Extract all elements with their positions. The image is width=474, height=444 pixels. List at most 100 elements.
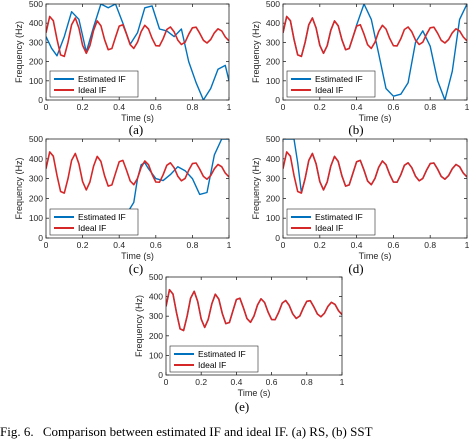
- x-tick-label: 0.8: [186, 102, 198, 112]
- panel-label-d: (d): [348, 261, 364, 276]
- y-tick-label: 300: [29, 37, 43, 47]
- legend-label: Ideal IF: [78, 223, 106, 233]
- legend-box: [286, 208, 376, 236]
- y-tick-label: 100: [149, 350, 163, 360]
- axes-frame: [282, 3, 468, 101]
- y-axis-label: Frequency (Hz): [14, 157, 24, 219]
- y-tick-label: 200: [266, 193, 280, 203]
- y-tick-label: 0: [38, 95, 43, 105]
- axes-frame: [165, 276, 343, 376]
- y-tick-label: 200: [29, 57, 43, 67]
- y-axis-label: Frequency (Hz): [134, 295, 144, 357]
- x-tick-label: 0.2: [314, 240, 326, 250]
- x-tick-label: 0.4: [113, 102, 125, 112]
- ideal-if-line: [46, 15, 229, 58]
- x-tick-label: 0: [281, 102, 286, 112]
- y-tick-label: 100: [29, 213, 43, 223]
- panel-label-e: (e): [234, 399, 250, 414]
- legend-label: Ideal IF: [198, 360, 226, 370]
- y-tick-label: 400: [29, 154, 43, 164]
- x-tick-label: 0.2: [314, 102, 326, 112]
- y-tick-label: 0: [38, 233, 43, 243]
- y-tick-label: 300: [29, 174, 43, 184]
- panel-b: 0 0.2 0.4 0.6 0.8 1 0 100 200 300 400 500 Time (s) Fr…: [251, 0, 470, 123]
- panel-c: 0 0.2 0.4 0.6 0.8 1 0 100 200 300 400 500 Time (s) Fr…: [14, 134, 232, 261]
- x-tick-label: 1: [465, 240, 470, 250]
- x-tick-label: 0: [44, 102, 49, 112]
- y-tick-label: 100: [266, 76, 280, 86]
- y-tick-label: 0: [275, 233, 280, 243]
- x-tick-label: 0.8: [301, 377, 313, 387]
- x-tick-label: 0.4: [113, 240, 125, 250]
- legend-box: [286, 70, 376, 98]
- y-tick-label: 300: [149, 311, 163, 321]
- legend-box: [169, 345, 259, 373]
- estimated-if-line: [118, 139, 229, 219]
- x-axis-label: Time (s): [359, 251, 392, 261]
- y-tick-label: 300: [266, 174, 280, 184]
- legend-label: Ideal IF: [315, 223, 343, 233]
- y-tick-label: 400: [266, 154, 280, 164]
- y-tick-label: 500: [266, 134, 280, 144]
- y-tick-label: 100: [29, 76, 43, 86]
- estimated-if-line: [283, 139, 467, 194]
- x-tick-label: 0.6: [150, 102, 162, 112]
- y-tick-label: 500: [29, 134, 43, 144]
- panel-label-c: (c): [128, 261, 144, 276]
- x-axis-label: Time (s): [121, 251, 154, 261]
- x-tick-label: 0.4: [230, 377, 242, 387]
- y-tick-label: 500: [266, 0, 280, 9]
- x-tick-label: 0: [164, 377, 169, 387]
- legend-label: Ideal IF: [315, 85, 343, 95]
- legend-label: Ideal IF: [78, 85, 106, 95]
- x-tick-label: 0.2: [195, 377, 207, 387]
- y-tick-label: 100: [266, 213, 280, 223]
- ideal-if-line: [283, 151, 467, 194]
- legend-label: Estimated IF: [198, 349, 246, 359]
- panel-label-b: (b): [348, 122, 364, 137]
- y-tick-label: 400: [29, 18, 43, 28]
- x-tick-label: 1: [227, 102, 232, 112]
- x-axis-label: Time (s): [121, 113, 154, 123]
- y-axis-label: Frequency (Hz): [251, 21, 261, 83]
- x-tick-label: 0.8: [186, 240, 198, 250]
- legend-label: Estimated IF: [315, 74, 363, 84]
- x-tick-label: 0.4: [351, 240, 363, 250]
- caption-text: Comparison between estimated IF and idea…: [42, 424, 373, 439]
- x-tick-label: 1: [227, 240, 232, 250]
- y-tick-label: 300: [266, 37, 280, 47]
- y-tick-label: 500: [149, 272, 163, 282]
- x-tick-label: 1: [465, 102, 470, 112]
- figure-caption: Fig. 6. Comparison between estimated IF …: [0, 424, 474, 440]
- ideal-if-line: [46, 151, 229, 194]
- legend-box: [49, 70, 139, 98]
- y-axis-label: Frequency (Hz): [14, 21, 24, 83]
- legend-box: [49, 208, 139, 236]
- y-tick-label: 200: [29, 193, 43, 203]
- legend-label: Estimated IF: [78, 74, 126, 84]
- ideal-if-line: [166, 288, 342, 332]
- axes-frame: [45, 3, 230, 101]
- x-axis-label: Time (s): [238, 388, 271, 398]
- panel-e: 0 0.2 0.4 0.6 0.8 1 0 100 200 300 400 500 Time (s) Fr…: [134, 272, 345, 398]
- x-tick-label: 0: [281, 240, 286, 250]
- ideal-if-line: [283, 15, 467, 58]
- x-tick-label: 0.6: [266, 377, 278, 387]
- panel-a: 0 0.2 0.4 0.6 0.8 1 0 100 200 300 400 500 Time (s) Fr…: [14, 0, 232, 123]
- panel-d: 0 0.2 0.4 0.6 0.8 1 0 100 200 300 400 500 Time (s) Fr…: [251, 134, 470, 261]
- legend-label: Estimated IF: [78, 212, 126, 222]
- y-tick-label: 400: [266, 18, 280, 28]
- axes-frame: [282, 138, 468, 239]
- x-tick-label: 0.6: [150, 240, 162, 250]
- x-tick-label: 0.8: [424, 102, 436, 112]
- x-tick-label: 0.4: [351, 102, 363, 112]
- y-tick-label: 0: [158, 370, 163, 380]
- x-tick-label: 0.2: [77, 102, 89, 112]
- estimated-if-line: [46, 4, 229, 100]
- caption-prefix: Fig. 6.: [0, 424, 34, 439]
- legend-label: Estimated IF: [315, 212, 363, 222]
- panel-label-a: (a): [128, 122, 144, 137]
- y-tick-label: 400: [149, 292, 163, 302]
